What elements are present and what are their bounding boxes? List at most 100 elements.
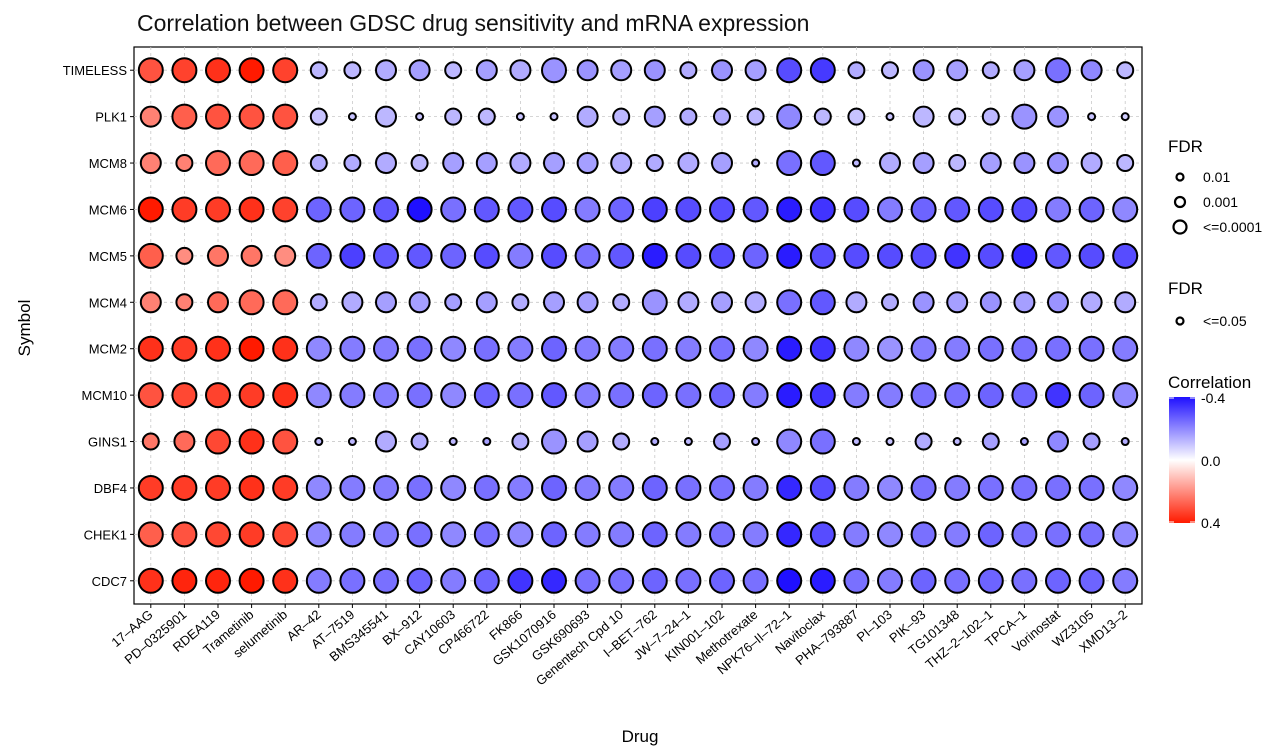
dot-MCM4-Trametinib bbox=[238, 289, 265, 316]
dot-GINS1-PIK-93 bbox=[914, 432, 933, 451]
dot-DBF4-17-AAG bbox=[137, 474, 164, 501]
dot-MCM8-TG101348 bbox=[948, 154, 967, 173]
dot-MCM8-Methotrexate bbox=[751, 158, 761, 168]
dot-MCM10-JW-7-24-1 bbox=[675, 382, 702, 409]
dot-TIMELESS-WZ3105 bbox=[1080, 59, 1103, 82]
dot-MCM4-GSK690693 bbox=[576, 291, 599, 314]
dot-MCM4-Vorinostat bbox=[1047, 291, 1069, 314]
dot-GINS1-THZ-2-102-1 bbox=[981, 432, 1000, 451]
y-tick-label: CHEK1 bbox=[84, 527, 127, 542]
dot-CHEK1-PD-0325901 bbox=[171, 521, 198, 548]
dot-CHEK1-TPCA-1 bbox=[1011, 521, 1038, 548]
dot-MCM4-17-AAG bbox=[139, 291, 162, 314]
dot-GINS1-PI-103 bbox=[885, 437, 895, 447]
dot-MCM6-Genentech Cpd 10 bbox=[608, 196, 635, 223]
legend-correlation-title: Correlation bbox=[1168, 373, 1251, 392]
dot-MCM6-BX-912 bbox=[406, 196, 433, 223]
dot-CHEK1-Vorinostat bbox=[1045, 521, 1071, 548]
dot-MCM6-TPCA-1 bbox=[1011, 196, 1038, 223]
dot-MCM4-GSK1070916 bbox=[543, 291, 565, 314]
dot-DBF4-Trametinib bbox=[238, 474, 265, 501]
chart-title: Correlation between GDSC drug sensitivit… bbox=[137, 10, 810, 36]
dot-MCM2-BX-912 bbox=[406, 335, 433, 362]
dot-PLK1-GSK1070916 bbox=[549, 112, 559, 122]
dot-TIMELESS-selumetinib bbox=[272, 57, 299, 84]
dot-DBF4-PHA-793887 bbox=[843, 474, 870, 501]
dot-CDC7-selumetinib bbox=[272, 567, 299, 594]
dot-MCM8-PD-0325901 bbox=[175, 154, 194, 173]
dot-PLK1-XMD13-2 bbox=[1120, 112, 1130, 122]
dot-MCM5-PI-103 bbox=[877, 242, 903, 269]
dot-DBF4-THZ-2-102-1 bbox=[977, 474, 1004, 501]
dot-MCM4-PIK-93 bbox=[912, 291, 935, 314]
dot-MCM10-Navitoclax bbox=[809, 382, 836, 409]
dot-MCM8-CP466722 bbox=[475, 152, 498, 175]
dot-CDC7-I-BET-762 bbox=[641, 567, 668, 594]
dot-CDC7-CAY10603 bbox=[440, 567, 467, 594]
dot-MCM8-PHA-793887 bbox=[851, 158, 861, 168]
dot-DBF4-KIN001-102 bbox=[709, 474, 735, 501]
dot-MCM8-Trametinib bbox=[238, 150, 265, 177]
dot-MCM4-AT-7519 bbox=[341, 291, 364, 314]
dot-GINS1-WZ3105 bbox=[1082, 432, 1101, 451]
legend-correlation-tick-pos: 0.4 bbox=[1201, 515, 1221, 531]
dot-MCM2-NPK76-II-72-1 bbox=[776, 335, 803, 362]
dot-CHEK1-WZ3105 bbox=[1078, 521, 1105, 548]
y-tick-label: MCM10 bbox=[81, 388, 127, 403]
x-tick-labels: 17–AAGPD–0325901RDEA119Trametinibselumet… bbox=[108, 604, 1130, 688]
dot-MCM2-Trametinib bbox=[238, 335, 265, 362]
dot-PLK1-WZ3105 bbox=[1087, 112, 1097, 122]
dot-PLK1-KIN001-102 bbox=[713, 107, 731, 126]
dot-MCM2-FK866 bbox=[507, 335, 534, 362]
dot-MCM8-JW-7-24-1 bbox=[677, 152, 700, 175]
dot-MCM8-AT-7519 bbox=[343, 154, 362, 173]
dot-MCM2-CAY10603 bbox=[440, 335, 467, 362]
dot-GINS1-CP466722 bbox=[482, 437, 492, 447]
dot-MCM2-GSK1070916 bbox=[541, 335, 567, 362]
dot-DBF4-RDEA119 bbox=[205, 474, 231, 501]
dot-PLK1-Genentech Cpd 10 bbox=[612, 107, 631, 126]
dot-CDC7-XMD13-2 bbox=[1112, 567, 1139, 594]
y-tick-label: MCM5 bbox=[89, 249, 127, 264]
dot-CDC7-WZ3105 bbox=[1078, 567, 1105, 594]
dot-CDC7-PD-0325901 bbox=[171, 567, 198, 594]
dot-MCM8-FK866 bbox=[509, 152, 532, 175]
dot-MCM4-KIN001-102 bbox=[711, 291, 733, 314]
dot-DBF4-Methotrexate bbox=[742, 474, 769, 501]
dot-MCM5-Navitoclax bbox=[809, 242, 836, 269]
dot-MCM8-NPK76-II-72-1 bbox=[776, 150, 803, 177]
dot-TIMELESS-PD-0325901 bbox=[171, 57, 198, 84]
dot-MCM5-BX-912 bbox=[406, 242, 433, 269]
dot-CHEK1-THZ-2-102-1 bbox=[977, 521, 1004, 548]
legend-fdr-label-1: 0.01 bbox=[1203, 169, 1230, 185]
dot-MCM8-XMD13-2 bbox=[1116, 154, 1135, 173]
dot-MCM5-CAY10603 bbox=[440, 242, 467, 269]
dot-MCM8-TPCA-1 bbox=[1013, 152, 1036, 175]
dot-GINS1-17-AAG bbox=[141, 432, 160, 451]
dot-MCM2-Navitoclax bbox=[809, 335, 836, 362]
legend-fdr-sig: FDR <=0.05 bbox=[1168, 279, 1247, 329]
dot-CDC7-AT-7519 bbox=[339, 567, 366, 594]
y-tick-labels: TIMELESS PLK1 MCM8 MCM6 MCM5 MCM4 MCM2 MCM10 GIN… bbox=[63, 63, 134, 589]
dot-MCM4-TG101348 bbox=[946, 291, 969, 314]
dot-GINS1-PHA-793887 bbox=[851, 437, 861, 447]
x-tick-label: PI–103 bbox=[854, 607, 895, 645]
dot-MCM5-PD-0325901 bbox=[175, 246, 194, 265]
dot-PLK1-PI-103 bbox=[885, 112, 895, 122]
dot-MCM6-PD-0325901 bbox=[171, 196, 198, 223]
dot-MCM10-PIK-93 bbox=[910, 382, 937, 409]
legend-fdr-label-3: <=0.0001 bbox=[1203, 219, 1262, 235]
dot-MCM10-THZ-2-102-1 bbox=[977, 382, 1004, 409]
dot-MCM10-BMS345541 bbox=[373, 382, 399, 409]
dot-MCM10-CP466722 bbox=[473, 382, 500, 409]
dot-TIMELESS-TPCA-1 bbox=[1013, 59, 1036, 82]
dot-GINS1-CAY10603 bbox=[448, 437, 458, 447]
y-tick-label: TIMELESS bbox=[63, 63, 128, 78]
dot-MCM5-AT-7519 bbox=[339, 242, 366, 269]
dot-MCM2-THZ-2-102-1 bbox=[977, 335, 1004, 362]
x-axis-title: Drug bbox=[622, 727, 659, 746]
dot-GINS1-selumetinib bbox=[272, 428, 299, 455]
dot-MCM5-NPK76-II-72-1 bbox=[776, 242, 803, 269]
dot-MCM2-I-BET-762 bbox=[641, 335, 668, 362]
